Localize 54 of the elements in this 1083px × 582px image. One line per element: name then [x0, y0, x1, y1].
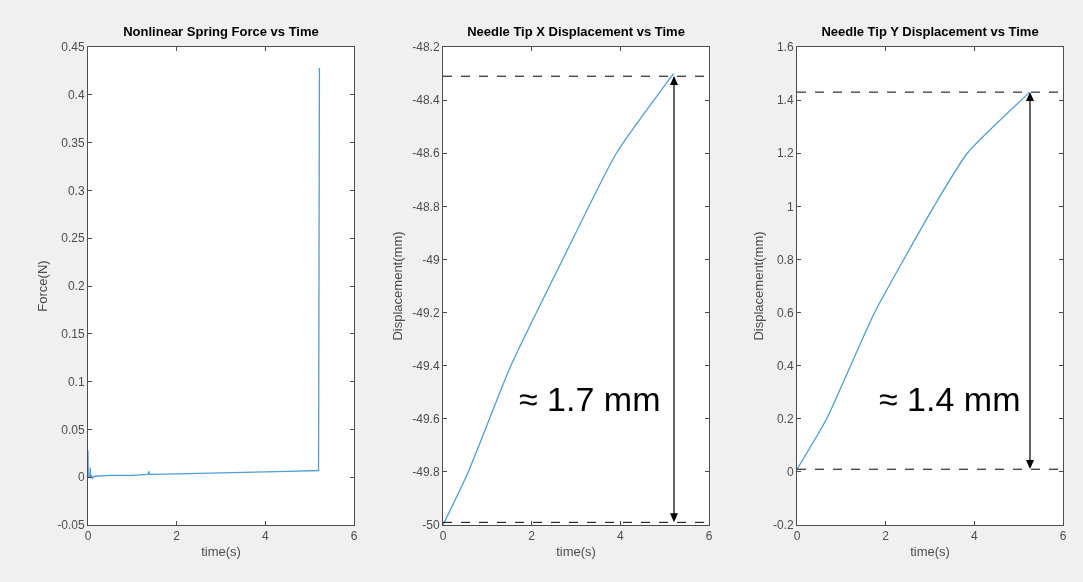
y-tick-label: 0.6	[776, 305, 794, 320]
x-axis-title: time(s)	[910, 544, 950, 559]
y-tick-label: 0.25	[61, 231, 85, 246]
y-tick-label: 0.4	[776, 358, 794, 373]
line-series	[797, 91, 1031, 470]
x-tick-label: 2	[173, 529, 181, 544]
y-tick-label: 0.8	[776, 252, 794, 267]
y-tick-label: 0	[77, 470, 85, 485]
y-tick-label: -49	[422, 252, 440, 267]
y-tick-label: 0.4	[67, 88, 85, 102]
y-tick-label: 1	[786, 199, 794, 214]
y-tick-label: -49.4	[412, 358, 440, 373]
x-tick-label: 4	[616, 529, 624, 544]
annotation: ≈ 1.4 mm	[879, 380, 1021, 418]
x-tick-label: 6	[1059, 529, 1067, 544]
y-tick-label: -48.6	[412, 146, 440, 161]
y-tick-label: 0.05	[61, 422, 85, 437]
y-axis-title: Force(N)	[35, 260, 51, 312]
x-tick-label: 6	[350, 529, 358, 544]
y-tick-label: -48.4	[412, 93, 440, 108]
x-tick-label: 2	[528, 529, 536, 544]
y-tick-label: -48.8	[412, 199, 440, 214]
x-tick-label: 6	[705, 529, 713, 544]
y-tick-label: 0.2	[67, 279, 85, 294]
x-tick-label: 4	[970, 529, 978, 544]
y-tick-label: -50	[422, 518, 440, 533]
y-tick-label: 0.3	[67, 183, 85, 198]
x-axis-title: time(s)	[201, 544, 241, 559]
y-tick-label: 1.2	[776, 146, 794, 161]
chart-title: Nonlinear Spring Force vs Time	[123, 24, 319, 39]
y-tick-label: -49.8	[412, 465, 440, 480]
x-tick-label: 4	[261, 529, 269, 544]
y-axis-title: Displacement(mm)	[750, 231, 766, 341]
y-tick-label: -49.2	[412, 305, 440, 320]
x-axis-title: time(s)	[556, 544, 596, 559]
chart-title: Needle Tip X Displacement vs Time	[467, 24, 685, 39]
y-tick-label: 1.4	[776, 93, 794, 108]
y-tick-label: 0.15	[61, 327, 85, 341]
y-tick-label: 1.6	[776, 40, 794, 55]
line-series	[88, 67, 321, 479]
y-tick-label: 0.2	[776, 411, 794, 426]
y-tick-label: 0.35	[61, 135, 85, 150]
y-tick-label: -48.2	[412, 40, 440, 55]
annotation: ≈ 1.7 mm	[519, 380, 661, 418]
y-tick-label: -0.05	[57, 518, 85, 533]
y-tick-label: 0.45	[61, 40, 85, 55]
x-tick-label: 2	[882, 529, 890, 544]
y-tick-label: -49.6	[412, 411, 440, 426]
y-tick-label: 0	[786, 465, 794, 480]
line-series	[443, 72, 675, 525]
chart-title: Needle Tip Y Displacement vs Time	[821, 24, 1039, 39]
y-axis-title: Displacement(mm)	[390, 231, 406, 341]
y-tick-label: 0.1	[67, 374, 85, 389]
y-tick-label: -0.2	[772, 518, 794, 533]
